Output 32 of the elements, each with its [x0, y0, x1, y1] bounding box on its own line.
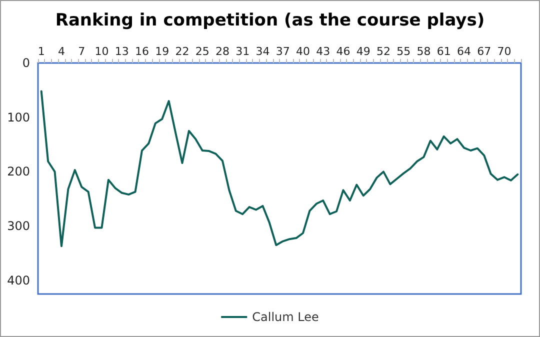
x-tick-label: 4 [58, 45, 65, 58]
y-tick-label: 400 [7, 273, 30, 288]
x-tick-label: 25 [195, 45, 210, 58]
x-tick-label: 19 [155, 45, 170, 58]
x-tick-label: 64 [456, 45, 471, 58]
x-tick-label: 1 [38, 45, 45, 58]
x-tick-label: 49 [356, 45, 370, 58]
y-tick-label: 100 [7, 110, 30, 124]
chart-title: Ranking in competition (as the course plays) [55, 10, 485, 30]
x-tick-label: 37 [276, 45, 290, 58]
legend-label: Callum Lee [252, 310, 319, 324]
y-tick-label: 200 [7, 164, 30, 179]
x-tick-label: 40 [296, 45, 310, 58]
y-tick-label: 300 [7, 219, 30, 234]
y-tick-label: 0 [22, 56, 30, 70]
x-tick-label: 61 [436, 45, 451, 58]
x-tick-label: 7 [78, 45, 86, 58]
x-tick-label: 43 [316, 45, 330, 58]
x-tick-label: 70 [497, 45, 512, 58]
x-tick-label: 28 [215, 45, 230, 58]
x-tick-label: 34 [256, 45, 270, 58]
x-tick-label: 16 [134, 45, 149, 58]
x-tick-label: 31 [236, 45, 250, 58]
x-tick-label: 67 [477, 45, 492, 58]
x-tick-label: 58 [416, 45, 431, 58]
x-tick-label: 13 [114, 45, 129, 58]
x-tick-label: 10 [94, 45, 109, 58]
x-tick-label: 55 [396, 45, 411, 58]
x-tick-label: 22 [175, 45, 190, 58]
x-tick-label: 46 [336, 45, 350, 58]
line-series [40, 90, 519, 248]
x-tick-label: 52 [376, 45, 390, 58]
